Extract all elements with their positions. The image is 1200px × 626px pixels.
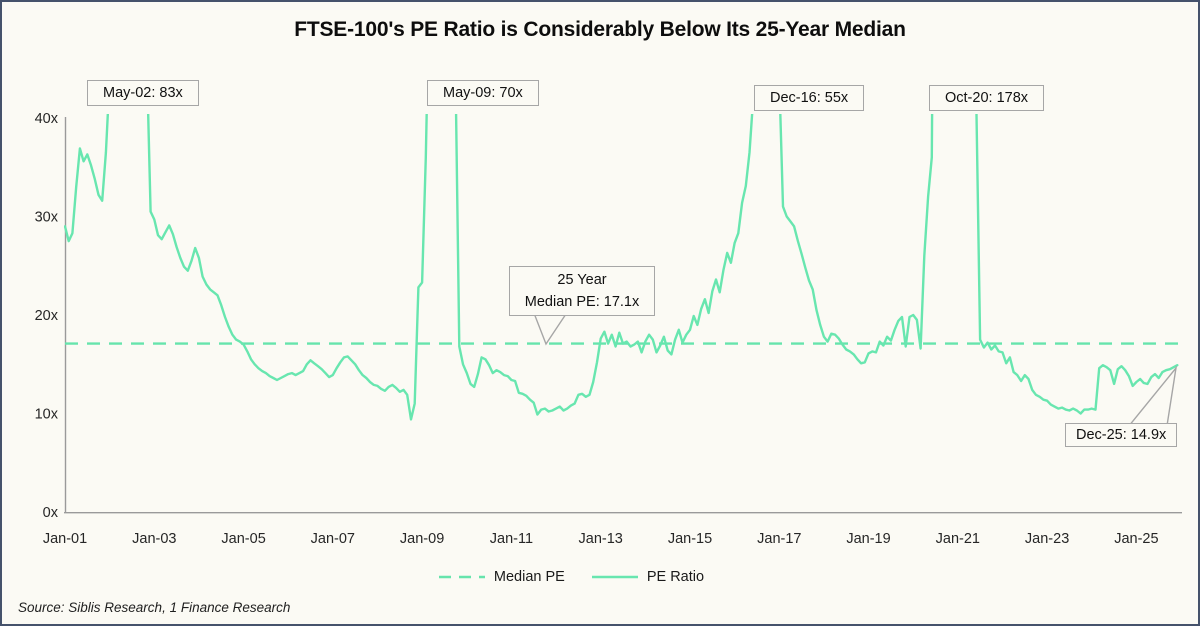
y-tick-0x: 0x — [43, 505, 59, 521]
x-tick-Jan-07: Jan-07 — [311, 531, 355, 547]
x-axis-labels: Jan-01 Jan-03 Jan-05 Jan-07 Jan-09 Jan-11 Jan-… — [43, 531, 1159, 547]
x-tick-Jan-03: Jan-03 — [132, 531, 176, 547]
x-tick-Jan-25: Jan-25 — [1114, 531, 1158, 547]
callout-peak-2002: May-02: 83x — [87, 80, 199, 106]
x-tick-Jan-01: Jan-01 — [43, 531, 87, 547]
x-tick-Jan-23: Jan-23 — [1025, 531, 1069, 547]
x-tick-Jan-15: Jan-15 — [668, 531, 712, 547]
callout-median-line2: Median PE: 17.1x — [524, 294, 640, 310]
pe-ratio-swatch — [591, 575, 638, 579]
x-tick-Jan-21: Jan-21 — [936, 531, 980, 547]
x-tick-Jan-11: Jan-11 — [490, 531, 533, 547]
callout-end-2025: Dec-25: 14.9x — [1065, 423, 1178, 447]
x-tick-Jan-09: Jan-09 — [400, 531, 444, 547]
y-axis-labels: 0x 10x 20x 30x 40x — [35, 111, 59, 521]
pe-ratio-line — [64, 114, 1179, 421]
callout-peak-2020: Oct-20: 178x — [929, 85, 1045, 111]
callout-peak-2009: May-09: 70x — [427, 80, 539, 106]
x-tick-Jan-13: Jan-13 — [579, 531, 623, 547]
y-tick-30x: 30x — [35, 210, 59, 226]
x-tick-Jan-17: Jan-17 — [757, 531, 801, 547]
x-tick-Jan-05: Jan-05 — [221, 531, 265, 547]
x-tick-Jan-19: Jan-19 — [846, 531, 890, 547]
callout-median-line1: 25 Year — [557, 272, 607, 288]
source-note: Source: Siblis Research, 1 Finance Resea… — [18, 600, 291, 615]
legend: Median PE PE Ratio — [2, 569, 1140, 585]
chart-title: FTSE-100's PE Ratio is Considerably Belo… — [294, 18, 906, 41]
callout-median: 25 Year Median PE: 17.1x — [509, 266, 655, 316]
y-tick-20x: 20x — [35, 308, 59, 324]
callout-peak-2016: Dec-16: 55x — [754, 85, 865, 111]
y-tick-40x: 40x — [35, 111, 59, 127]
y-tick-10x: 10x — [35, 407, 59, 423]
legend-item-pe-ratio: PE Ratio — [591, 569, 704, 585]
legend-label-pe-ratio: PE Ratio — [646, 569, 705, 585]
legend-item-median-pe: Median PE — [438, 569, 565, 585]
median-pe-swatch — [438, 575, 485, 579]
legend-label-median-pe: Median PE — [493, 569, 565, 585]
